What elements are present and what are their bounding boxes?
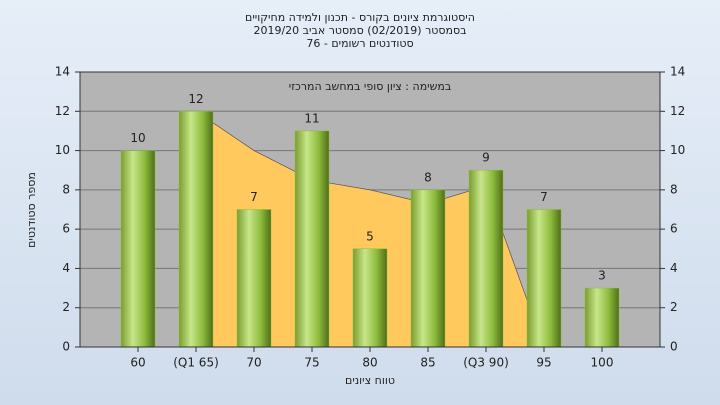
y2-tick-label: 2 [670,300,678,314]
y-tick-label: 0 [62,340,70,354]
x-axis-label: טווח ציונים [345,374,395,387]
data-label: 11 [304,111,319,125]
y2-tick-label: 14 [670,65,685,79]
data-label: 7 [540,190,548,204]
y-tick-label: 14 [55,65,70,79]
bar [294,130,330,348]
x-tick-label: 95 [536,356,551,370]
bar [468,169,504,348]
bar [236,209,272,348]
y2-tick-label: 4 [670,261,678,275]
y2-tick-label: 10 [670,143,685,157]
y2-tick-label: 12 [670,104,685,118]
chart-subtitle: בסמסטר (02/2019) סמסטר אביב 2019/20 [253,24,466,37]
area [195,110,545,348]
x-tick-label: 80 [362,356,377,370]
data-label: 3 [598,269,606,283]
x-tick-label: (Q1 65) [173,356,219,370]
x-tick-label: 70 [246,356,261,370]
y-tick-label: 12 [55,104,70,118]
y-tick-label: 6 [62,222,70,236]
plot: 0 2 4 6 8 10 12 14 0 2 4 6 8 10 12 14 10 12 7 11 5 8 9 7 3 60 (Q1 … [55,65,686,370]
plot-border [79,71,661,348]
bar [352,248,388,348]
y-tick-label: 4 [62,261,70,275]
chart-subtitle: סטודנטים רשומים - 76 [306,37,413,50]
data-label: 10 [130,131,145,145]
y2-tick-label: 0 [670,340,678,354]
bar [410,189,446,348]
chart-title: היסטוגרמת ציונים בקורס - תכנון ולמידה מח… [245,11,475,24]
bar [526,209,562,348]
y2-tick-label: 8 [670,182,678,196]
x-tick-label: 75 [304,356,319,370]
bar [584,287,620,348]
y2-tick-label: 6 [670,222,678,236]
x-tick-label: 100 [591,356,614,370]
y-tick-label: 8 [62,182,70,196]
x-tick-label: 85 [420,356,435,370]
bar [120,150,156,348]
data-label: 5 [366,229,374,243]
annotation: במשימה : ציון סופי במחשב המרכזי [289,80,452,93]
y-tick-label: 2 [62,300,70,314]
bar [178,111,214,348]
data-label: 9 [482,151,490,165]
x-tick-label: 60 [130,356,145,370]
x-tick-label: (Q3 90) [463,356,509,370]
y-tick-label: 10 [55,143,70,157]
data-label: 8 [424,170,432,184]
y-axis-label: מספר סטודנטים [25,172,38,248]
data-label: 12 [188,92,203,106]
data-label: 7 [250,190,258,204]
